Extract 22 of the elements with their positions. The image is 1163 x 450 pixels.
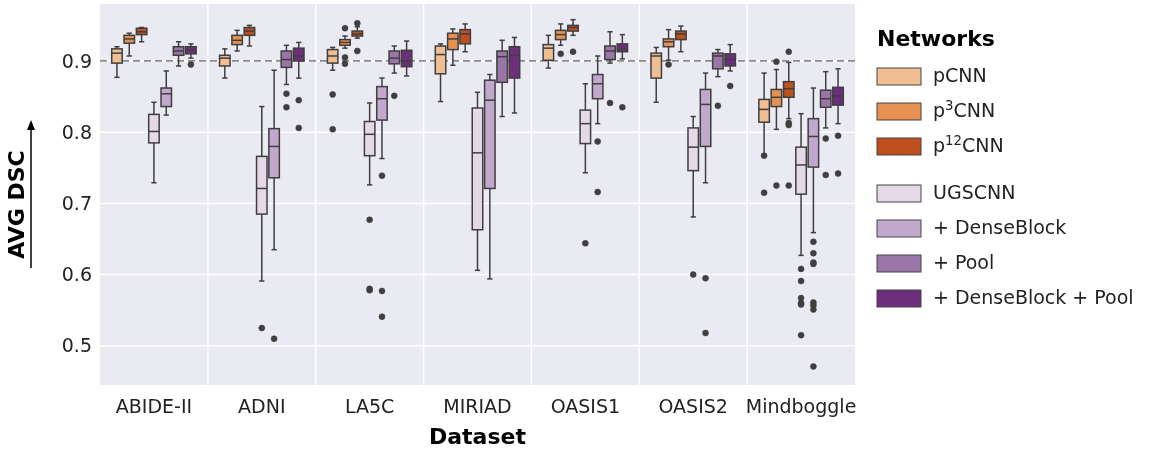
legend-label: + DenseBlock + Pool (933, 286, 1134, 308)
legend-label: p$^{3}$CNN (933, 97, 996, 121)
legend-title: Networks (877, 26, 995, 51)
legend-label: UGSCNN (933, 181, 1016, 203)
legend-label: p$^{12}$CNN (933, 132, 1004, 156)
x-tick-label: OASIS1 (550, 395, 621, 417)
x-tick-label: ADNI (238, 395, 286, 417)
x-tick-label: ABIDE-II (115, 395, 193, 417)
y-tick-label: 0.9 (61, 49, 92, 72)
x-tick-label: Mindboggle (745, 395, 857, 417)
y-tick-label: 0.5 (61, 334, 92, 357)
y-tick-label: 0.7 (61, 192, 92, 215)
y-tick-label: 0.8 (61, 120, 92, 143)
y-axis-title: AVG DSC (4, 150, 29, 259)
legend-label: + DenseBlock (933, 216, 1067, 238)
legend-label: + Pool (933, 251, 995, 273)
x-axis-title: Dataset (428, 424, 527, 449)
y-tick-label: 0.6 (61, 263, 92, 286)
x-tick-label: MIRIAD (443, 395, 512, 417)
x-tick-label: LA5C (344, 395, 395, 417)
legend-label: pCNN (933, 64, 987, 86)
x-tick-label: OASIS2 (658, 395, 728, 417)
